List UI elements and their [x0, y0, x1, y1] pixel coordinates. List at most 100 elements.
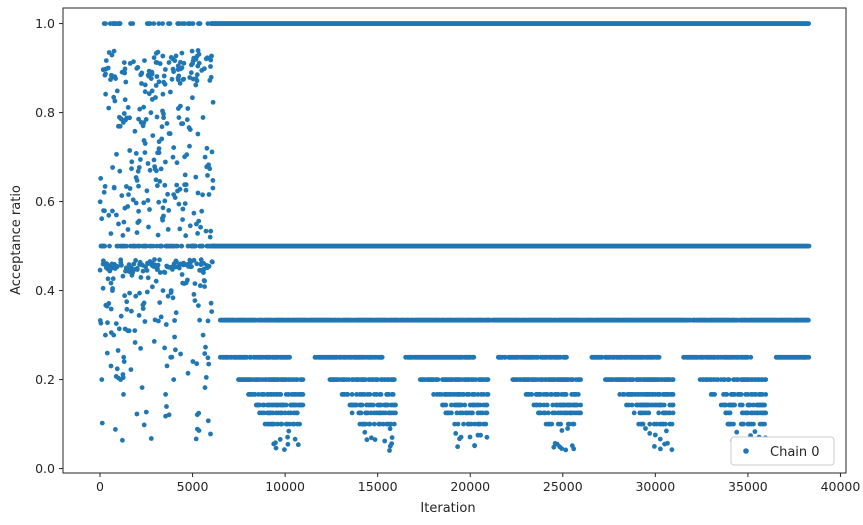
data-point: [151, 339, 157, 344]
data-point: [133, 258, 139, 263]
data-point: [282, 447, 287, 452]
data-point: [762, 421, 767, 427]
data-point: [202, 351, 208, 356]
data-point: [472, 392, 478, 397]
data-point: [646, 410, 652, 416]
data-point: [157, 257, 162, 263]
data-point: [630, 377, 636, 382]
data-point: [136, 218, 142, 224]
data-point: [126, 192, 131, 198]
data-point: [207, 234, 213, 240]
data-point: [102, 184, 108, 189]
data-point: [538, 410, 543, 416]
x-tick-label: 35000: [728, 479, 768, 494]
data-point: [174, 182, 180, 188]
data-point: [185, 370, 191, 376]
data-point: [187, 127, 193, 132]
data-point: [104, 350, 110, 356]
y-tick-label: 1.0: [35, 16, 55, 31]
data-point: [130, 21, 136, 26]
data-point: [192, 243, 198, 249]
data-point: [654, 421, 659, 427]
data-point: [554, 441, 560, 447]
data-point: [369, 435, 374, 441]
data-point: [478, 432, 483, 438]
data-point: [156, 318, 161, 324]
data-point: [358, 410, 364, 416]
data-point: [270, 410, 276, 416]
data-point: [178, 351, 184, 357]
data-point: [544, 402, 550, 408]
data-point: [190, 21, 196, 26]
legend-label-chain-0: Chain 0: [770, 445, 820, 460]
data-point: [458, 402, 464, 408]
data-point: [181, 60, 187, 66]
data-point: [144, 289, 150, 295]
data-point: [157, 179, 163, 184]
data-point: [383, 410, 388, 416]
data-point: [152, 257, 157, 262]
data-point: [753, 392, 759, 397]
data-point: [388, 421, 394, 427]
data-point: [371, 421, 377, 427]
data-point: [292, 436, 298, 442]
data-point: [157, 61, 163, 67]
data-point: [179, 272, 185, 277]
data-point: [295, 442, 301, 448]
data-point: [294, 377, 300, 382]
data-point: [762, 402, 767, 408]
data-point: [124, 243, 129, 249]
data-point: [180, 206, 186, 212]
data-point: [114, 212, 119, 218]
data-point: [198, 224, 204, 230]
data-point: [385, 402, 391, 408]
data-point: [200, 243, 205, 249]
data-point: [120, 233, 126, 238]
data-point: [194, 72, 200, 78]
data-point: [167, 21, 173, 26]
data-point: [203, 375, 209, 380]
data-point: [552, 410, 558, 416]
data-point: [386, 392, 392, 397]
data-point: [346, 377, 352, 382]
data-point: [205, 355, 211, 361]
data-point: [181, 76, 187, 82]
data-point: [101, 258, 106, 264]
data-point: [652, 432, 658, 438]
data-point: [97, 267, 103, 273]
data-point: [550, 402, 556, 408]
data-point: [738, 392, 744, 397]
data-point: [300, 377, 306, 382]
data-point: [161, 111, 166, 117]
data-point: [449, 410, 454, 416]
data-point: [145, 198, 151, 203]
data-point: [196, 60, 202, 66]
data-point: [387, 426, 393, 432]
data-point: [147, 207, 152, 212]
data-point: [138, 275, 144, 280]
data-point: [563, 447, 569, 453]
x-axis: 0 5000 10000 15000 20000 25000 30000 35000 40000: [96, 473, 860, 494]
data-point: [208, 74, 214, 80]
data-point: [759, 392, 765, 397]
data-point: [164, 404, 169, 409]
y-tick-label: 0.4: [35, 283, 55, 298]
data-point: [574, 402, 580, 408]
data-point: [101, 189, 107, 195]
data-point: [387, 443, 393, 449]
data-point: [168, 89, 173, 95]
data-point: [111, 332, 117, 338]
data-point: [806, 243, 812, 249]
x-axis-label: Iteration: [420, 501, 475, 516]
data-point: [368, 410, 374, 416]
data-point: [362, 429, 368, 435]
data-point: [108, 280, 114, 286]
data-point: [389, 435, 395, 440]
data-point: [439, 392, 444, 397]
data-point: [453, 431, 459, 436]
data-point: [108, 306, 114, 312]
data-point: [111, 184, 117, 190]
data-point: [285, 441, 291, 447]
data-point: [105, 65, 111, 71]
data-point: [158, 314, 164, 320]
